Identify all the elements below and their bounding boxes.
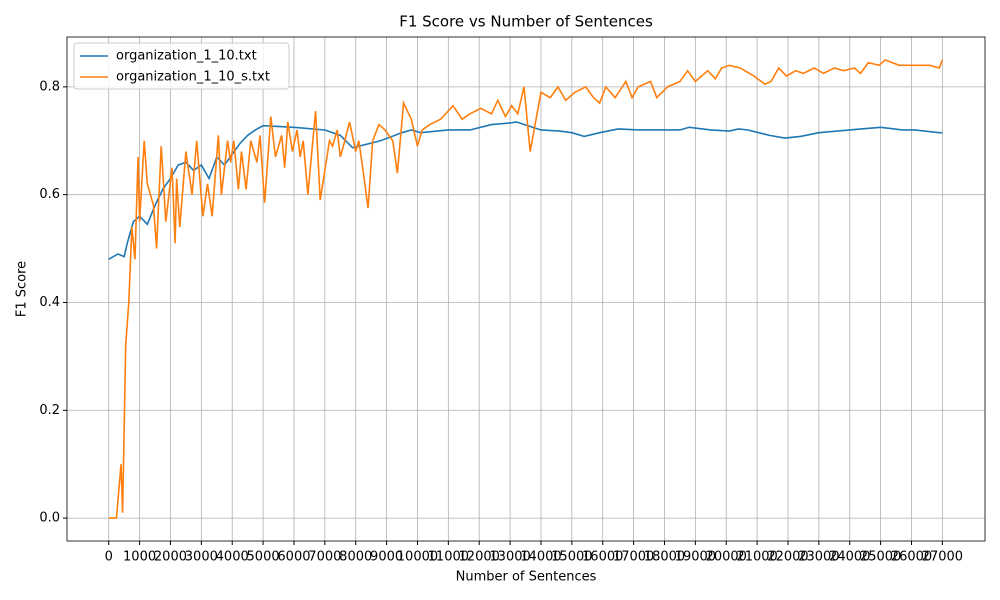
x-tick-label: 4000 [216, 550, 249, 565]
y-tick-label: 0.0 [39, 511, 60, 526]
x-tick-label: 17000 [613, 550, 654, 565]
x-tick-label: 16000 [582, 550, 623, 565]
x-tick-label: 15000 [551, 550, 592, 565]
x-tick-label: 23000 [798, 550, 839, 565]
x-tick-label: 24000 [829, 550, 870, 565]
x-tick-label: 26000 [891, 550, 932, 565]
legend: organization_1_10.txt organization_1_10_s… [73, 42, 290, 90]
x-tick-label: 6000 [277, 550, 310, 565]
x-tick-label: 2000 [154, 550, 187, 565]
legend-label: organization_1_10.txt [116, 49, 257, 64]
y-tick-label: 0.6 [39, 187, 60, 202]
x-tick-label: 12000 [459, 550, 500, 565]
legend-box [73, 42, 290, 90]
x-tick-label: 9000 [370, 550, 403, 565]
y-tick-label: 0.4 [39, 295, 60, 310]
x-tick-label: 21000 [736, 550, 777, 565]
x-axis-label: Number of Sentences [456, 570, 597, 585]
series-line [108, 121, 943, 261]
x-tick-label: 11000 [428, 550, 469, 565]
x-tick-label: 13000 [489, 550, 530, 565]
y-axis-label: F1 Score [15, 261, 30, 317]
x-tick-label: 18000 [644, 550, 685, 565]
x-tick-label: 20000 [706, 550, 747, 565]
plot-frame [66, 36, 986, 542]
legend-label: organization_1_10_s.txt [116, 70, 270, 85]
x-tick-label: 7000 [308, 550, 341, 565]
x-tick-label: 22000 [767, 550, 808, 565]
x-tick-label: 3000 [185, 550, 218, 565]
x-tick-label: 14000 [520, 550, 561, 565]
x-tick-label: 19000 [675, 550, 716, 565]
series-line [108, 58, 944, 519]
x-tick-label: 25000 [860, 550, 901, 565]
x-tick-label: 1000 [123, 550, 156, 565]
x-tick-label: 27000 [922, 550, 963, 565]
x-tick-label: 8000 [339, 550, 372, 565]
x-tick-label: 0 [105, 550, 113, 565]
chart-title: F1 Score vs Number of Sentences [399, 13, 653, 31]
x-tick-label: 5000 [247, 550, 280, 565]
x-tick-label: 10000 [397, 550, 438, 565]
y-tick-label: 0.2 [39, 403, 60, 418]
y-tick-label: 0.8 [39, 79, 60, 94]
